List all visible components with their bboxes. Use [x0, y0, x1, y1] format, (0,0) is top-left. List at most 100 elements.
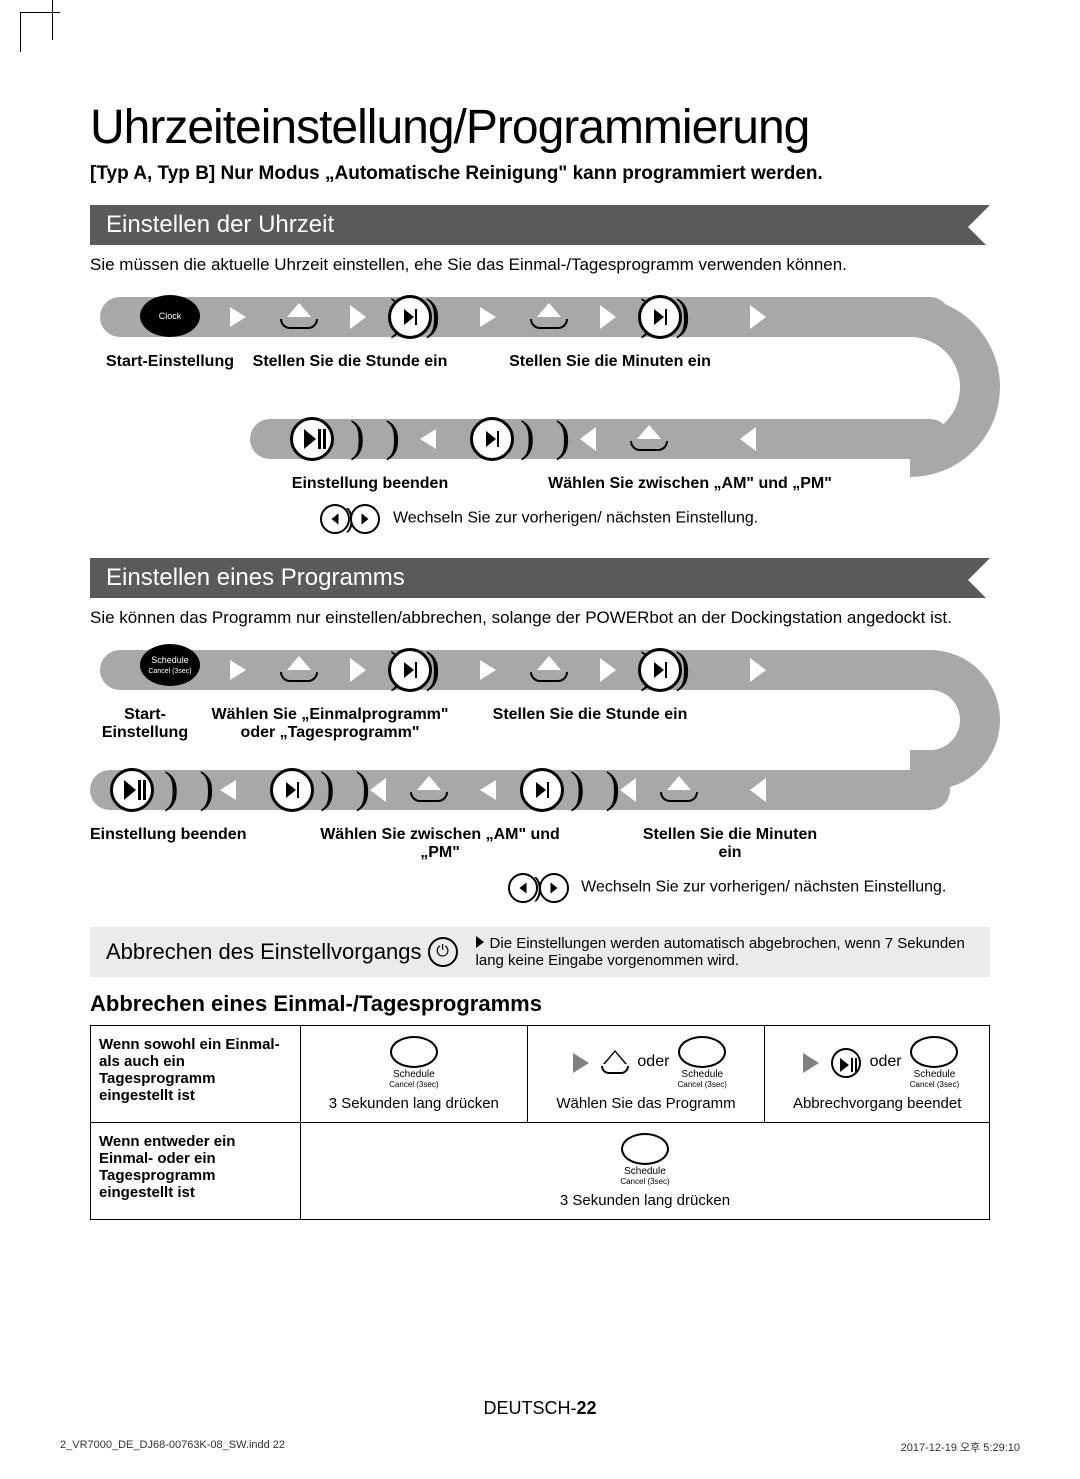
row1-step2: oder Schedule Cancel (3sec) Wählen Sie d…	[527, 1026, 765, 1123]
hint-text: Wechseln Sie zur vorherigen/ nächsten Ei…	[581, 879, 946, 896]
play-left-icon	[580, 427, 596, 451]
play-left-icon	[740, 427, 756, 451]
row2-step: Schedule Cancel (3sec) 3 Sekunden lang d…	[301, 1123, 990, 1220]
schedule-oval-icon	[621, 1133, 669, 1165]
schedule-sublabel: Cancel (3sec)	[148, 668, 191, 675]
play-pause-button	[290, 417, 334, 461]
label-finish: Einstellung beenden	[270, 475, 470, 493]
play-icon	[750, 305, 766, 329]
paren-icon: ))	[320, 762, 370, 818]
schedule-oval-icon	[678, 1036, 726, 1068]
step1-text: 3 Sekunden lang drücken	[309, 1095, 519, 1112]
step2-text: Wählen Sie das Programm	[536, 1095, 757, 1112]
arrow-icon	[230, 307, 246, 327]
label-ampm: Wählen Sie zwischen „AM" und „PM"	[310, 826, 570, 862]
row2-label: Wenn entweder ein Einmal- oder ein Tages…	[91, 1123, 301, 1220]
clock-flow-row1: Clock )) ))	[90, 289, 990, 349]
row1-step3: oder Schedule Cancel (3sec) Abbrechvorga…	[765, 1026, 990, 1123]
up-icon	[601, 1052, 629, 1074]
cancel-setting-label: Abbrechen des Einstellvorgangs ⏻	[90, 927, 464, 977]
label-start: Start-Einstellung	[90, 706, 200, 742]
arrow-left-icon	[420, 429, 436, 449]
mini-schedule-label: Schedule	[678, 1070, 727, 1080]
label-hour: Stellen Sie die Stunde ein	[250, 353, 450, 371]
cancel-setting-callout: Abbrechen des Einstellvorgangs ⏻ Die Ein…	[90, 927, 990, 977]
right-button	[470, 417, 514, 461]
paren-icon: ))	[570, 762, 620, 818]
mini-schedule-sublabel: Cancel (3sec)	[910, 1080, 959, 1089]
play-left-icon	[750, 778, 766, 802]
schedule-row2-labels: Einstellung beenden Wählen Sie zwischen …	[90, 826, 990, 862]
right-button	[388, 295, 432, 339]
flow-bar	[100, 297, 950, 337]
right-button	[388, 648, 432, 692]
cancel-setting-body: Die Einstellungen werden automatisch abg…	[476, 935, 965, 969]
paren-icon: ))	[164, 762, 214, 818]
arrow-icon	[803, 1053, 819, 1073]
mini-schedule-sublabel: Cancel (3sec)	[309, 1080, 519, 1089]
nav-icons: )	[510, 872, 567, 903]
clock-flow: Clock )) )) Start-Einstellung Stellen Si…	[90, 289, 990, 534]
schedule-oval-icon	[910, 1036, 958, 1068]
label-finish: Einstellung beenden	[90, 826, 270, 862]
row2-step-text: 3 Sekunden lang drücken	[309, 1192, 981, 1209]
arrow-icon	[480, 307, 496, 327]
label-hour: Stellen Sie die Stunde ein	[490, 706, 690, 742]
row1-label: Wenn sowohl ein Einmal- als auch ein Tag…	[91, 1026, 301, 1123]
arrow-icon	[573, 1053, 589, 1073]
clock-flow-row2: )) ))	[90, 411, 990, 471]
hint-text: Wechseln Sie zur vorherigen/ nächsten Ei…	[393, 510, 758, 527]
page-footer: DEUTSCH-22	[0, 1398, 1080, 1419]
clock-button: Clock	[140, 295, 200, 337]
schedule-label: Schedule	[151, 655, 189, 665]
schedule-hint: ) Wechseln Sie zur vorherigen/ nächsten …	[90, 872, 990, 903]
clock-row1-labels: Start-Einstellung Stellen Sie die Stunde…	[90, 353, 990, 371]
cancel-table: Wenn sowohl ein Einmal- als auch ein Tag…	[90, 1025, 990, 1220]
up-button-icon	[530, 652, 568, 690]
schedule-row1-labels: Start-Einstellung Wählen Sie „Einmalprog…	[90, 706, 990, 742]
section2-heading: Einstellen eines Programms	[90, 558, 990, 598]
right-icon	[350, 504, 380, 534]
footer-page-number: 22	[576, 1398, 596, 1418]
cancel-program-heading: Abbrechen eines Einmal-/Tagesprogramms	[90, 991, 990, 1017]
arrow-icon	[480, 660, 496, 680]
up-button-icon	[530, 299, 568, 337]
up-button-icon	[660, 772, 698, 810]
section1-intro: Sie müssen die aktuelle Uhrzeit einstell…	[90, 255, 990, 275]
up-button-icon	[280, 652, 318, 690]
play-left-icon	[370, 778, 386, 802]
right-button	[520, 768, 564, 812]
footer-meta: 2_VR7000_DE_DJ68-00763K-08_SW.indd 22 20…	[60, 1439, 1020, 1455]
schedule-flow-row1: Schedule Cancel (3sec) )) ))	[90, 642, 990, 702]
oder-text: oder	[637, 1053, 669, 1070]
footer-timestamp: 2017-12-19 오후 5:29:10	[901, 1439, 1020, 1455]
right-button	[638, 295, 682, 339]
play-icon	[600, 658, 616, 682]
mini-schedule-label: Schedule	[910, 1070, 959, 1080]
nav-icons: )	[322, 503, 379, 534]
right-button	[638, 648, 682, 692]
mini-schedule-label: Schedule	[309, 1070, 519, 1080]
play-icon	[350, 305, 366, 329]
mini-schedule-label: Schedule	[309, 1167, 981, 1177]
up-button-icon	[280, 299, 318, 337]
step3-text: Abbrechvorgang beendet	[773, 1095, 981, 1112]
play-icon	[750, 658, 766, 682]
page-title: Uhrzeiteinstellung/Programmierung	[90, 100, 990, 155]
up-button-icon	[410, 772, 448, 810]
play-icon	[350, 658, 366, 682]
play-left-icon	[620, 778, 636, 802]
arrow-left-icon	[480, 780, 496, 800]
type-note: [Typ A, Typ B] Nur Modus „Automatische R…	[90, 163, 990, 185]
schedule-flow-row2: )) )) ))	[90, 762, 990, 822]
footer-file: 2_VR7000_DE_DJ68-00763K-08_SW.indd 22	[60, 1439, 285, 1455]
right-button	[270, 768, 314, 812]
label-choose: Wählen Sie „Einmalprogramm" oder „Tagesp…	[200, 706, 460, 742]
play-pause-button	[110, 768, 154, 812]
cancel-setting-text: Die Einstellungen werden automatisch abg…	[464, 929, 990, 975]
label-minute: Stellen Sie die Minuten ein	[630, 826, 830, 862]
footer-lang: DEUTSCH-	[483, 1398, 576, 1418]
bullet-icon	[476, 936, 484, 948]
crop-mark	[20, 12, 60, 52]
crop-mark-center	[52, 0, 53, 40]
